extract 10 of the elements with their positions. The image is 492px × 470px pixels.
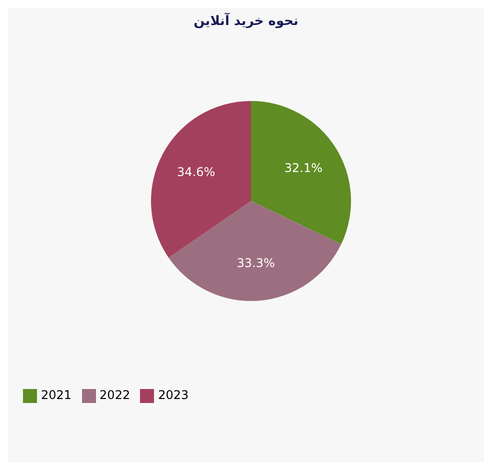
legend-label: 2022 — [100, 388, 130, 402]
pie-slice — [168, 201, 342, 301]
pie-slice — [251, 101, 351, 244]
legend-label: 2021 — [41, 388, 72, 402]
data-label: 33.3% — [236, 256, 275, 270]
chart-title: نحوه خرید آنلاین — [192, 14, 300, 29]
data-label: 32.1% — [284, 160, 323, 175]
pie-slice — [151, 101, 251, 258]
data-label: 34.6% — [177, 165, 216, 180]
legend-label: 2023 — [158, 388, 189, 402]
